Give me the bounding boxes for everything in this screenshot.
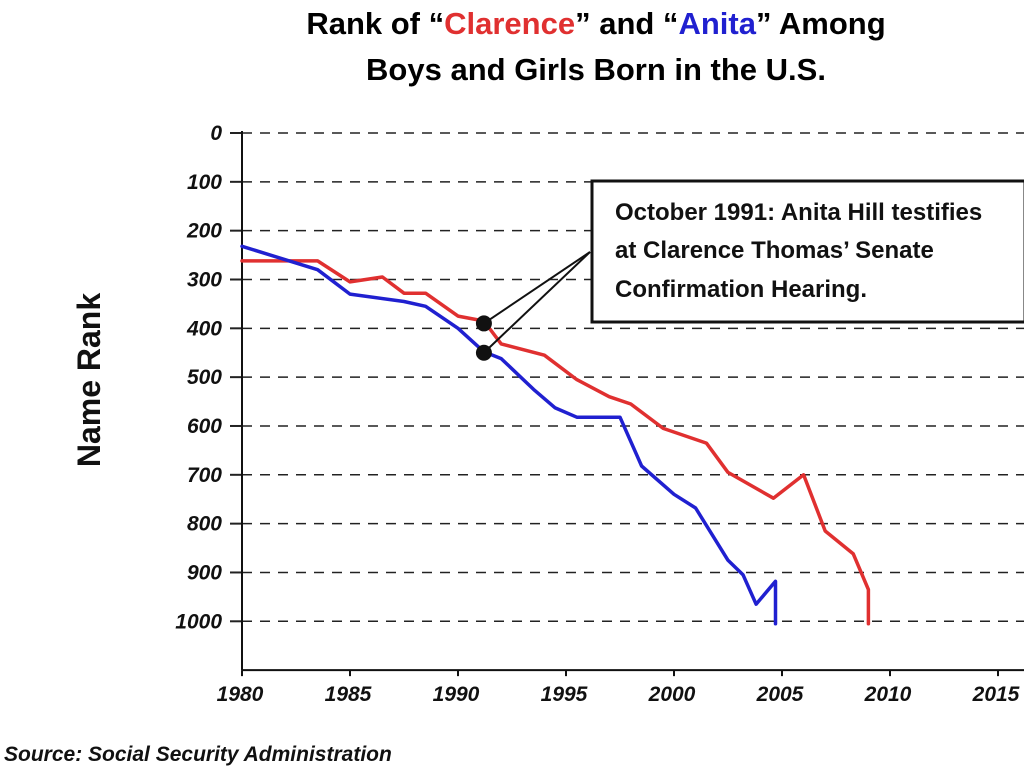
x-tick-label-1985: 1985 [325,683,372,706]
y-tick-label-200: 200 [186,220,222,243]
x-tick-label-2010: 2010 [864,683,912,706]
y-tick-labels: 0 100 200 300 400 500 600 700 800 900 1000 [175,122,222,633]
chart-title-line-2: Boys and Girls Born in the U.S. [366,52,826,87]
y-tick-label-0: 0 [210,122,222,145]
y-tick-label-400: 400 [186,317,222,340]
leader-line-anita [484,252,590,353]
annotation-box: October 1991: Anita Hill testifies at Cl… [592,181,1024,322]
marker-anita [476,345,492,361]
leader-line-clarence [484,252,590,323]
annotation-line-1: October 1991: Anita Hill testifies [615,199,982,226]
y-tick-label-1000: 1000 [175,610,222,633]
y-tick-label-700: 700 [187,464,222,487]
x-tick-label-2005: 2005 [756,683,804,706]
chart-title: Rank of “Clarence” and “Anita” Among Boy… [306,6,885,87]
y-tick-label-300: 300 [187,268,222,291]
y-tick-label-800: 800 [187,513,222,536]
title-clarence: Clarence [444,6,575,41]
x-tick-labels: 1980 1985 1990 1995 2000 2005 2010 2015 [217,683,1020,706]
source-note: Source: Social Security Administration [4,743,392,766]
title-text-part-3: ” Among [756,6,886,41]
y-tick-label-900: 900 [187,561,222,584]
y-axis-label: Name Rank [71,293,107,468]
annotation-line-3: Confirmation Hearing. [615,276,867,303]
chart: Rank of “Clarence” and “Anita” Among Boy… [0,0,1024,771]
x-tick-label-1990: 1990 [433,683,480,706]
y-tick-label-500: 500 [187,366,222,389]
x-tick-label-1980: 1980 [217,683,264,706]
chart-title-line-1: Rank of “Clarence” and “Anita” Among [306,6,885,41]
y-tick-label-600: 600 [187,415,222,438]
x-tick-label-2000: 2000 [648,683,696,706]
annotation-callout [476,252,590,361]
title-text-part-2: ” and “ [575,6,678,41]
title-text-part-1: Rank of “ [306,6,444,41]
title-anita: Anita [678,6,756,41]
annotation-line-2: at Clarence Thomas’ Senate [615,237,934,264]
x-tick-label-1995: 1995 [541,683,588,706]
y-tick-label-100: 100 [187,171,222,194]
marker-clarence [476,315,492,331]
x-tick-label-2015: 2015 [972,683,1020,706]
